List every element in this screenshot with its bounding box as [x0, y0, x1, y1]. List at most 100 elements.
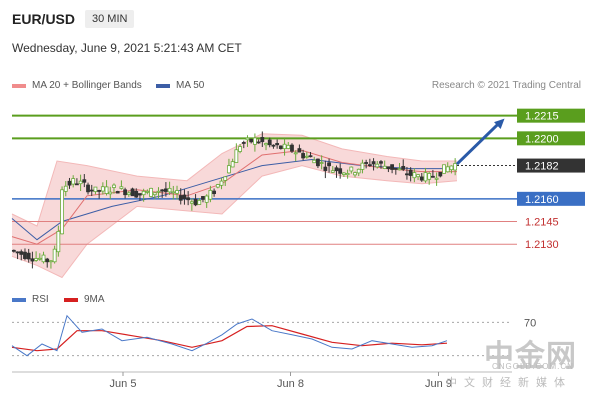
- candle-body: [282, 143, 287, 150]
- candle-body: [430, 175, 435, 178]
- candle-body: [189, 201, 194, 204]
- candle-body: [334, 167, 339, 172]
- candle-body: [327, 162, 331, 167]
- candle-body: [126, 192, 131, 196]
- candle-body: [408, 169, 413, 176]
- candle-body: [49, 260, 53, 263]
- candle-body: [264, 143, 268, 146]
- candle-body: [234, 149, 239, 163]
- candle-body: [93, 186, 98, 192]
- candle-body: [312, 159, 317, 164]
- bollinger-fill: [12, 133, 457, 278]
- legend-9ma-label: 9MA: [84, 294, 105, 305]
- legend-ma20-swatch: [12, 83, 26, 88]
- watermark-brand: 中金网: [484, 340, 577, 373]
- candle-body: [308, 155, 313, 158]
- candle-body: [149, 187, 153, 197]
- candle-body: [238, 146, 242, 152]
- candles: [11, 131, 458, 269]
- candle-body: [223, 176, 228, 181]
- candle-body: [227, 165, 231, 174]
- candle-body: [115, 191, 120, 194]
- candle-body: [89, 189, 94, 192]
- rsi-9ma-line: [11, 325, 448, 352]
- candle-body: [401, 165, 406, 170]
- candle-body: [15, 251, 20, 254]
- candle-body: [330, 170, 335, 173]
- candle-body: [78, 180, 83, 185]
- candle-body: [278, 145, 283, 149]
- arrow-shaft: [455, 122, 500, 166]
- candle-body: [74, 183, 79, 186]
- candle-body: [434, 177, 439, 180]
- arrow-head: [494, 118, 505, 129]
- candle-body: [215, 184, 220, 188]
- candle-body: [112, 184, 116, 188]
- candle-body: [119, 186, 124, 189]
- candle-body: [30, 258, 35, 262]
- legend-rsi: RSI: [12, 294, 49, 305]
- candle-body: [71, 178, 76, 185]
- candle-body: [245, 137, 250, 141]
- candle-body: [338, 168, 343, 174]
- candle-body: [393, 167, 398, 170]
- candle-body: [219, 180, 224, 186]
- candle-body: [438, 171, 443, 177]
- watermark-domain: CNGOLD.COM.CN: [492, 362, 574, 371]
- candle-body: [297, 148, 302, 153]
- x-axis: Jun 5 Jun 8 Jun 9: [12, 371, 512, 390]
- candle-body: [138, 193, 142, 196]
- candle-body: [19, 251, 24, 255]
- rsi-panel: 70: [11, 314, 536, 357]
- candle-body: [271, 144, 276, 147]
- candle-body: [286, 144, 291, 149]
- candle-body: [56, 231, 61, 253]
- candle-body: [104, 186, 109, 194]
- candle-body: [23, 251, 27, 259]
- candle-body: [97, 190, 102, 192]
- legend-9ma: 9MA: [64, 294, 105, 305]
- candle-body: [45, 258, 50, 263]
- candle-body: [134, 190, 139, 198]
- level-label-current: 1.2182: [525, 161, 559, 173]
- candle-body: [160, 189, 165, 192]
- candle-body: [382, 165, 387, 169]
- candle-body: [442, 164, 446, 174]
- candle-body: [290, 144, 294, 152]
- symbol-label: EUR/USD: [12, 11, 76, 27]
- candle-body: [41, 254, 46, 263]
- legend-rsi-swatch: [12, 297, 26, 302]
- candle-body: [256, 141, 261, 144]
- candle-body: [175, 190, 179, 194]
- candle-body: [360, 162, 365, 170]
- candle-body: [252, 137, 257, 145]
- candle-body: [241, 142, 246, 144]
- projection-arrow: [455, 118, 505, 166]
- candle-body: [26, 252, 31, 260]
- candle-body: [249, 139, 254, 143]
- candle-body: [186, 197, 191, 201]
- x-tick-label: Jun 8: [277, 378, 304, 390]
- candle-body: [453, 163, 458, 171]
- candle-body: [100, 186, 105, 192]
- candle-body: [67, 180, 72, 186]
- chart-header: EUR/USD 30 MIN: [12, 8, 135, 30]
- level-box-resistance: [517, 131, 585, 146]
- candle-body: [397, 168, 402, 171]
- timeframe-button[interactable]: 30 MIN: [85, 10, 135, 28]
- level-box-current: [517, 158, 585, 173]
- legend-ma50: MA 50: [156, 80, 204, 91]
- x-tick-label: Jun 5: [110, 378, 137, 390]
- level-lines: [12, 114, 517, 245]
- candle-body: [193, 198, 198, 206]
- legend-rsi-label: RSI: [32, 294, 49, 305]
- date-label: Wednesday, June 9, 2021 5:21:43 AM CET: [12, 41, 242, 55]
- candle-body: [301, 153, 306, 159]
- candle-body: [141, 190, 146, 196]
- candle-body: [156, 190, 161, 193]
- candle-body: [178, 195, 183, 201]
- candle-body: [34, 258, 39, 261]
- candle-body: [416, 174, 420, 178]
- candle-body: [152, 192, 157, 196]
- candle-body: [386, 166, 391, 170]
